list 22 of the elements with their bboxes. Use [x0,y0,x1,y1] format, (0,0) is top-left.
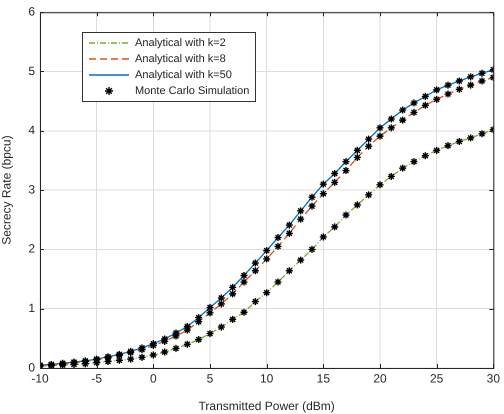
x-tick-label: 25 [430,372,444,386]
y-tick-label: 3 [28,182,36,196]
y-tick-label: 2 [28,242,36,256]
legend-label: Analytical with k=2 [135,37,226,49]
y-tick-label: 0 [28,360,36,374]
x-tick-label: 15 [316,372,330,386]
y-tick-label: 4 [28,123,36,138]
legend-label: Analytical with k=50 [135,69,232,81]
y-tick-label: 5 [28,64,36,78]
x-tick-label: -10 [31,372,49,386]
y-tick-label: 1 [28,301,36,316]
x-axis-title: Transmitted Power (dBm) [198,399,335,414]
legend-label: Analytical with k=8 [135,53,226,65]
legend-label: Monte Carlo Simulation [135,85,250,97]
x-tick-label: 5 [206,372,214,386]
y-axis-title: Secrecy Rate (bpcu) [0,135,14,245]
y-tick-label: 6 [28,4,36,19]
x-tick-label: -5 [91,372,102,386]
x-tick-label: 20 [373,372,387,386]
x-tick-label: 0 [150,372,157,386]
x-tick-label: 10 [260,372,274,386]
x-tick-label: 30 [486,372,500,386]
